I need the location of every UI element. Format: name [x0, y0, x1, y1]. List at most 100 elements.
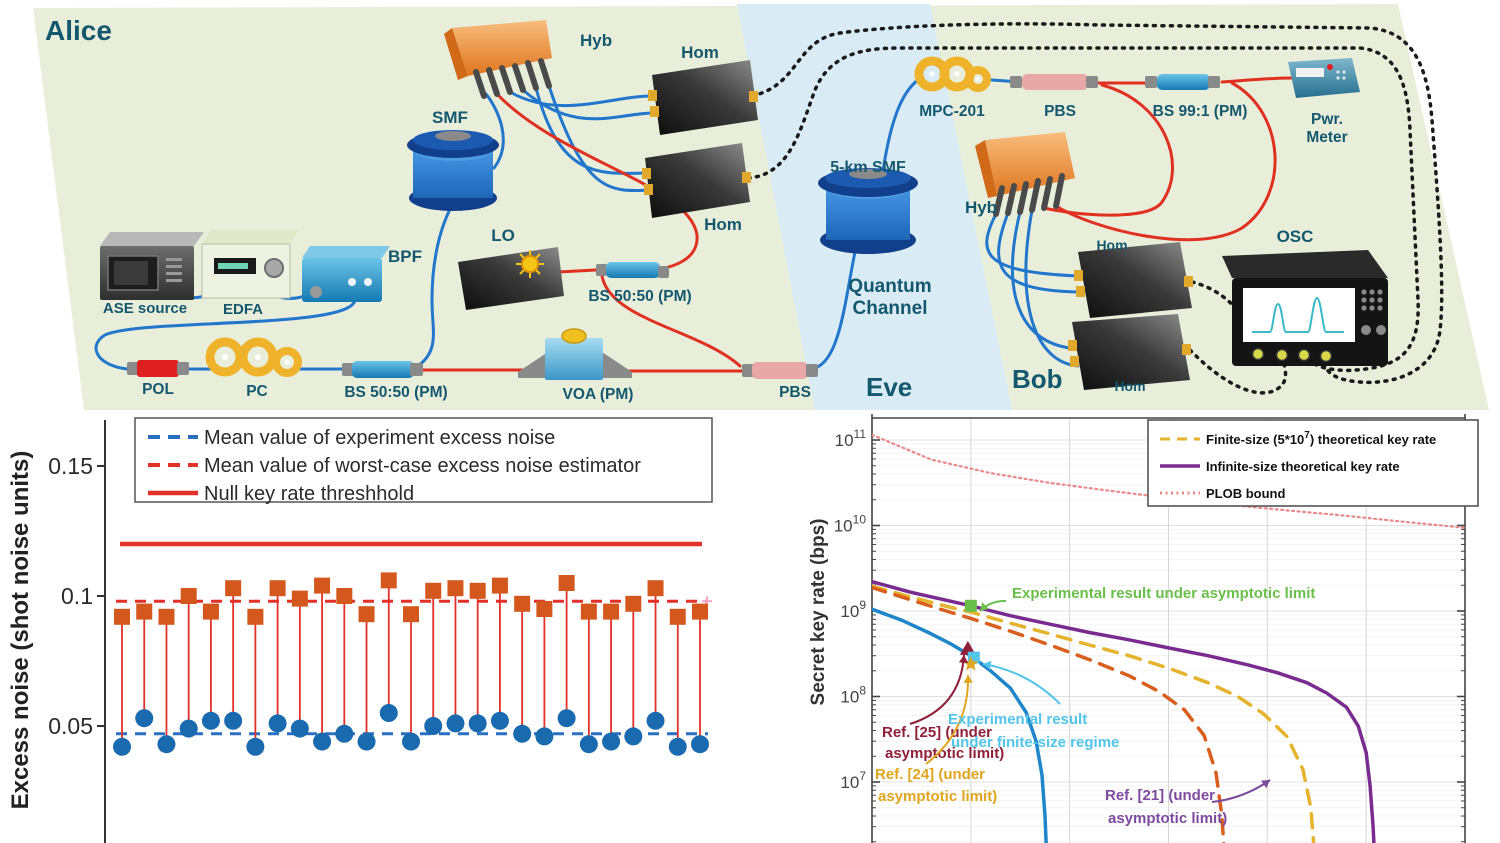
- worst-case-point: [425, 582, 442, 599]
- osc-label: OSC: [1277, 227, 1314, 246]
- svg-text:asymptotic limit): asymptotic limit): [885, 745, 1004, 762]
- marker-ref25_point: [959, 640, 976, 655]
- fiber-smf-hyb: [484, 92, 505, 170]
- worst-case-point: [225, 580, 242, 597]
- hom-bob-top-device: [1074, 242, 1193, 318]
- bs5050-mid-label: BS 50:50 (PM): [588, 288, 691, 305]
- bpf-device: [302, 246, 390, 302]
- annotation-ref21: Ref. [21] (under asymptotic limit): [1105, 779, 1271, 827]
- svg-text:1010: 1010: [834, 513, 867, 536]
- legend: Finite-size (5*107) theoretical key rate…: [1147, 419, 1479, 507]
- fiber-pbs-quantum: [813, 250, 857, 370]
- ase-source-device: [100, 232, 204, 300]
- smf-spool-device: [407, 130, 499, 211]
- fiber-hybb-hom2b: [1024, 208, 1080, 368]
- wire-hom-a2-to-osc: [746, 46, 1420, 373]
- pwr-meter-label-1: Pwr.: [1311, 111, 1343, 128]
- reference-lines: [116, 541, 712, 736]
- secret-key-rate-chart: 1011 1010 109 108 107 Secret key rate (bps) Ex…: [740, 412, 1500, 843]
- legend-entry-label: Mean value of experiment excess noise: [204, 427, 555, 449]
- mpc-device: [914, 56, 991, 92]
- experiment-point: [490, 711, 509, 730]
- experiment-point: [290, 719, 309, 738]
- experiment-point: [357, 732, 376, 751]
- diagram-svg: Alice Eve Bob ASE source EDFA BPF SMF Hy…: [33, 4, 1489, 410]
- hom-alice-bottom-device: [642, 143, 751, 218]
- worst-case-point: [692, 603, 708, 620]
- experiment-point: [335, 724, 354, 743]
- hom-bob-bottom-device: [1068, 314, 1191, 390]
- experiment-point: [535, 727, 554, 746]
- bpf-label: BPF: [388, 247, 422, 266]
- smf5-label: 5-km SMF: [830, 159, 906, 176]
- pbs-bob-label: PBS: [1044, 103, 1076, 120]
- osc-ports: [1251, 347, 1333, 363]
- ase-source-label: ASE source: [103, 300, 187, 317]
- marker-ref24_point: [963, 656, 979, 671]
- blue-fibers: [94, 78, 1080, 371]
- y-axis-label: Secret key rate (bps): [808, 519, 829, 706]
- bs5050-bottom-label: BS 50:50 (PM): [344, 384, 447, 401]
- hom-alice-top-label: Hom: [681, 43, 719, 62]
- voa-label: VOA (PM): [563, 386, 634, 403]
- worst-case-point: [403, 606, 419, 623]
- key-rate-plot: 1011 1010 109 108 107 Secret key rate (bps) Ex…: [808, 414, 1479, 843]
- voa-device: [518, 328, 632, 380]
- eve-label: Eve: [866, 372, 912, 402]
- pol-device: [127, 360, 189, 377]
- bob-label: Bob: [1012, 364, 1063, 394]
- worst-case-point: [180, 588, 197, 604]
- legend-entry-label: Finite-size (5*107) theoretical key rate: [1206, 430, 1436, 447]
- svg-text:107: 107: [840, 769, 866, 792]
- pbs-alice-label: PBS: [779, 384, 811, 401]
- edfa-label: EDFA: [223, 301, 263, 318]
- experiment-point: [402, 732, 420, 751]
- worst-case-point: [580, 603, 597, 620]
- svg-text:Ref. [24] (under: Ref. [24] (under: [875, 766, 985, 783]
- hom-bob-top-label: Hom: [1096, 237, 1127, 253]
- worst-case-point: [202, 603, 219, 620]
- hom-alice-top-device: [648, 60, 758, 135]
- fiber-quantum-mpc: [880, 78, 920, 180]
- bs5050-mid-device: [596, 262, 669, 278]
- y-tick-labels: 1011 1010 109 108 107: [834, 427, 867, 792]
- experiment-point: [268, 714, 287, 733]
- svg-text:0.05: 0.05: [48, 713, 93, 739]
- fiber-hyb-hom2b: [547, 84, 654, 193]
- annotations: Experimental result under asymptotic lim…: [875, 585, 1315, 827]
- experiment-point: [113, 737, 131, 756]
- marker-exp_asymptotic: [964, 599, 977, 612]
- legend-entry-label: PLOB bound: [1206, 486, 1285, 501]
- excess-noise-chart-svg: 0.05 0.1 0.15 Excess noise (shot noise unit…: [7, 417, 713, 843]
- svg-text:asymptotic limit): asymptotic limit): [1108, 810, 1227, 827]
- curve-dashed_orange: [872, 585, 1226, 843]
- worst-case-point: [247, 608, 264, 625]
- annotation-asymptotic_result: Experimental result under asymptotic lim…: [979, 585, 1315, 612]
- hyb-alice-label: Hyb: [580, 31, 612, 50]
- worst-case-point: [358, 606, 375, 623]
- svg-text:under finite-size regime: under finite-size regime: [951, 734, 1119, 751]
- worst-case-point: [536, 601, 553, 617]
- experiment-point: [557, 709, 576, 728]
- worst-case-point: [380, 572, 397, 589]
- experiment-point: [201, 711, 220, 730]
- experimental-setup-diagram: Alice Eve Bob ASE source EDFA BPF SMF Hy…: [0, 0, 1500, 412]
- edfa-device: [201, 230, 298, 299]
- error-stems: [121, 580, 701, 747]
- svg-text:108: 108: [840, 684, 866, 707]
- experiment-point: [313, 732, 332, 751]
- y-tick-labels: 0.05 0.1 0.15: [48, 453, 93, 739]
- curve-infinite: [872, 579, 1376, 843]
- annotation-finite_result: Experimental result under finite-size reg…: [948, 660, 1119, 751]
- mpc-label: MPC-201: [919, 103, 985, 120]
- curve-finite: [872, 584, 1316, 843]
- oscilloscope-device: [1222, 250, 1388, 366]
- excess-noise-plot: 0.05 0.1 0.15 Excess noise (shot noise unit…: [7, 417, 713, 843]
- worst-case-point: [469, 582, 486, 599]
- experiment-point: [624, 727, 643, 746]
- svg-text:Experimental result: Experimental result: [948, 711, 1087, 728]
- curve-solid_blue: [872, 607, 1048, 843]
- worst-case-point: [158, 608, 175, 625]
- experiment-point: [691, 735, 709, 754]
